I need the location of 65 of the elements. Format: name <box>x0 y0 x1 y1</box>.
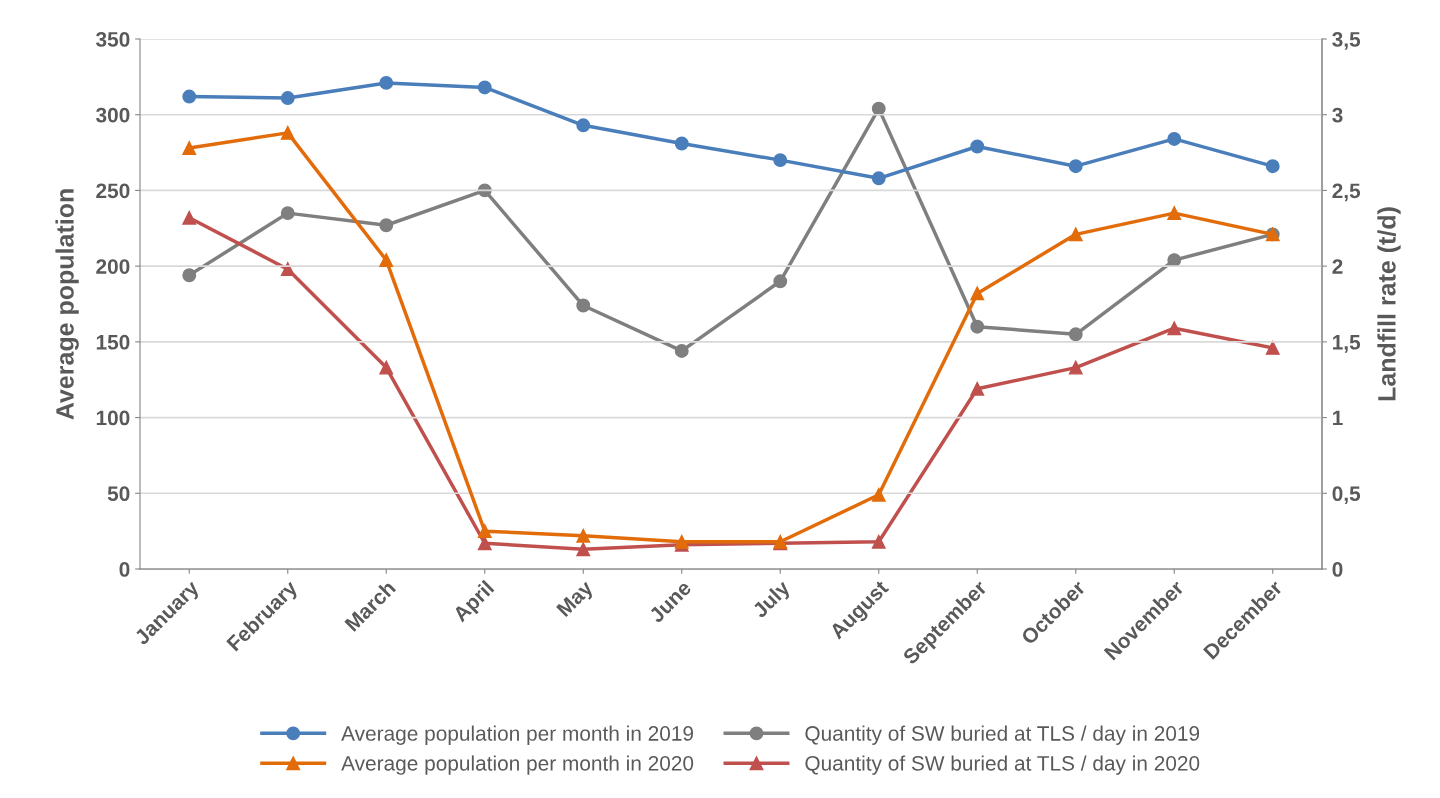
y-axis-title: Average population <box>55 189 79 420</box>
y-tick-label: 100 <box>96 410 130 426</box>
point <box>1167 131 1182 146</box>
point <box>970 286 985 301</box>
point <box>674 343 689 358</box>
y-tick-label: 200 <box>96 259 130 274</box>
point <box>1068 360 1083 375</box>
point <box>379 218 394 233</box>
point <box>280 91 295 106</box>
y-tick-label: 250 <box>96 183 130 199</box>
legend-label: Average population per month in 2019 <box>341 725 694 745</box>
point <box>871 534 886 549</box>
point <box>1167 206 1182 221</box>
x-tick-label: May <box>556 579 597 621</box>
point <box>477 524 492 539</box>
point <box>871 487 886 502</box>
point <box>970 381 985 396</box>
point <box>576 298 591 313</box>
point <box>970 139 985 154</box>
y2-tick-label: 1 <box>1333 410 1343 426</box>
point <box>773 274 788 289</box>
y2-axis-title: Landfill rate (t/d) <box>1377 207 1401 401</box>
y-tick-label: 350 <box>96 32 130 47</box>
y2-tick-label: 3,5 <box>1332 32 1361 50</box>
point <box>379 360 394 375</box>
y-tick-label: 300 <box>96 107 130 123</box>
point <box>773 153 788 168</box>
y-tick-label: 0 <box>119 562 130 577</box>
legend-label: Quantity of SW buried at TLS / day in 2020 <box>805 755 1200 775</box>
point <box>576 528 591 543</box>
point <box>1068 227 1083 242</box>
point <box>379 75 394 90</box>
point <box>1167 321 1182 336</box>
legend-label: Quantity of SW buried at TLS / day in 2019 <box>805 725 1200 745</box>
point <box>1265 159 1280 174</box>
y2-tick-label: 0 <box>1332 562 1343 577</box>
point <box>1068 159 1083 174</box>
point <box>182 89 197 104</box>
x-tick-label: July <box>751 578 794 622</box>
y2-tick-label: 0,5 <box>1332 486 1361 505</box>
point <box>477 80 492 95</box>
y-tick-label: 150 <box>96 334 130 350</box>
point <box>970 319 985 334</box>
point <box>182 141 197 155</box>
point <box>1167 253 1182 268</box>
point <box>674 136 689 151</box>
point <box>1068 327 1083 342</box>
point <box>871 101 886 116</box>
point <box>1265 340 1280 355</box>
point <box>280 206 295 221</box>
point <box>280 125 295 140</box>
point <box>477 536 492 551</box>
y2-tick-label: 2,5 <box>1332 183 1361 202</box>
y-tick-label: 50 <box>107 486 130 502</box>
point <box>182 210 197 225</box>
legend-label: Average population per month in 2020 <box>341 755 694 775</box>
point <box>280 262 295 277</box>
point <box>576 542 591 557</box>
point <box>871 171 886 186</box>
y2-tick-label: 2 <box>1332 259 1343 274</box>
y2-tick-label: 1,5 <box>1333 335 1361 353</box>
point <box>576 118 591 133</box>
point <box>379 253 394 268</box>
point <box>182 268 197 283</box>
y2-tick-label: 3 <box>1332 107 1343 123</box>
